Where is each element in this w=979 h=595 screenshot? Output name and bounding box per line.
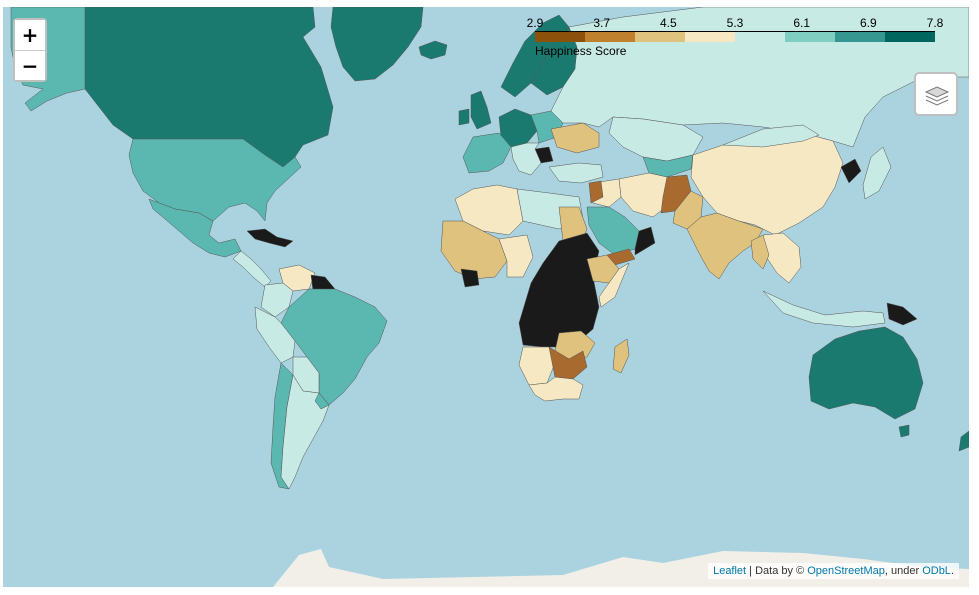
legend-ticks: 2.9 3.7 4.5 5.3 6.1 6.9 7.8 (523, 15, 944, 31)
country-australia[interactable] (808, 326, 924, 420)
legend-tick: 6.1 (793, 16, 811, 30)
legend: 2.9 3.7 4.5 5.3 6.1 6.9 7.8 Happiness Sc… (523, 15, 944, 69)
leaflet-link[interactable]: Leaflet (713, 565, 747, 577)
zoom-control: + − (13, 18, 47, 82)
legend-title: Happiness Score (535, 44, 627, 58)
country-turkey[interactable] (548, 162, 604, 184)
legend-swatch (585, 32, 636, 42)
legend-tick: 7.8 (926, 16, 944, 30)
country-ireland[interactable] (458, 108, 470, 126)
legend-tick: 4.5 (659, 16, 677, 30)
country-iceland[interactable] (418, 40, 448, 60)
country-france-spain[interactable] (462, 132, 512, 174)
country-indonesia[interactable] (762, 290, 886, 328)
legend-tick: 5.3 (726, 16, 744, 30)
legend-swatch (535, 32, 586, 42)
attribution-sep: | Data by © (746, 565, 808, 577)
country-oman[interactable] (634, 226, 656, 256)
attribution-mid: , under (884, 565, 923, 577)
map-container[interactable]: + − 2.9 3.7 4.5 5.3 6.1 6.9 7.8 Happines… (3, 7, 969, 587)
country-caribbean[interactable] (246, 228, 294, 248)
country-png[interactable] (886, 302, 918, 326)
country-greenland[interactable] (330, 7, 424, 82)
legend-swatch (785, 32, 836, 42)
country-myanmar[interactable] (750, 234, 770, 270)
layers-control[interactable] (914, 72, 958, 116)
country-uruguay[interactable] (314, 392, 330, 410)
legend-swatch (635, 32, 686, 42)
legend-swatch (685, 32, 736, 42)
country-russia[interactable] (550, 7, 969, 148)
legend-axis (535, 31, 935, 32)
legend-tick: 6.9 (859, 16, 877, 30)
legend-tick: 2.9 (526, 16, 544, 30)
country-west-africa[interactable] (440, 220, 508, 280)
odbl-link[interactable]: ODbL (922, 565, 951, 577)
country-india[interactable] (686, 212, 764, 280)
country-new-zealand[interactable] (958, 430, 969, 452)
country-southern-africa[interactable] (528, 376, 584, 402)
choropleth-map[interactable] (3, 7, 969, 587)
osm-link[interactable]: OpenStreetMap (807, 565, 885, 577)
zoom-out-button[interactable]: − (15, 50, 45, 80)
country-japan[interactable] (862, 146, 892, 200)
country-italy-greece[interactable] (510, 142, 542, 176)
legend-color-bar (535, 32, 935, 42)
attribution-end: . (950, 565, 954, 577)
legend-swatch (835, 32, 886, 42)
country-somalia[interactable] (598, 262, 630, 308)
attribution: Leaflet | Data by © OpenStreetMap, under… (708, 563, 959, 579)
country-syria[interactable] (588, 180, 604, 204)
layers-icon (924, 86, 950, 106)
country-uk[interactable] (470, 90, 492, 130)
country-tasmania[interactable] (898, 424, 910, 438)
legend-tick: 3.7 (593, 16, 611, 30)
legend-swatch (885, 32, 935, 42)
country-nigeria[interactable] (498, 234, 534, 278)
country-north-korea[interactable] (840, 158, 862, 184)
country-mongolia[interactable] (722, 124, 820, 148)
country-madagascar[interactable] (612, 338, 630, 374)
country-brazil[interactable] (280, 288, 388, 406)
zoom-in-button[interactable]: + (15, 20, 45, 50)
country-usa[interactable] (128, 138, 302, 222)
country-guinea[interactable] (460, 268, 480, 288)
legend-swatch (735, 32, 786, 42)
